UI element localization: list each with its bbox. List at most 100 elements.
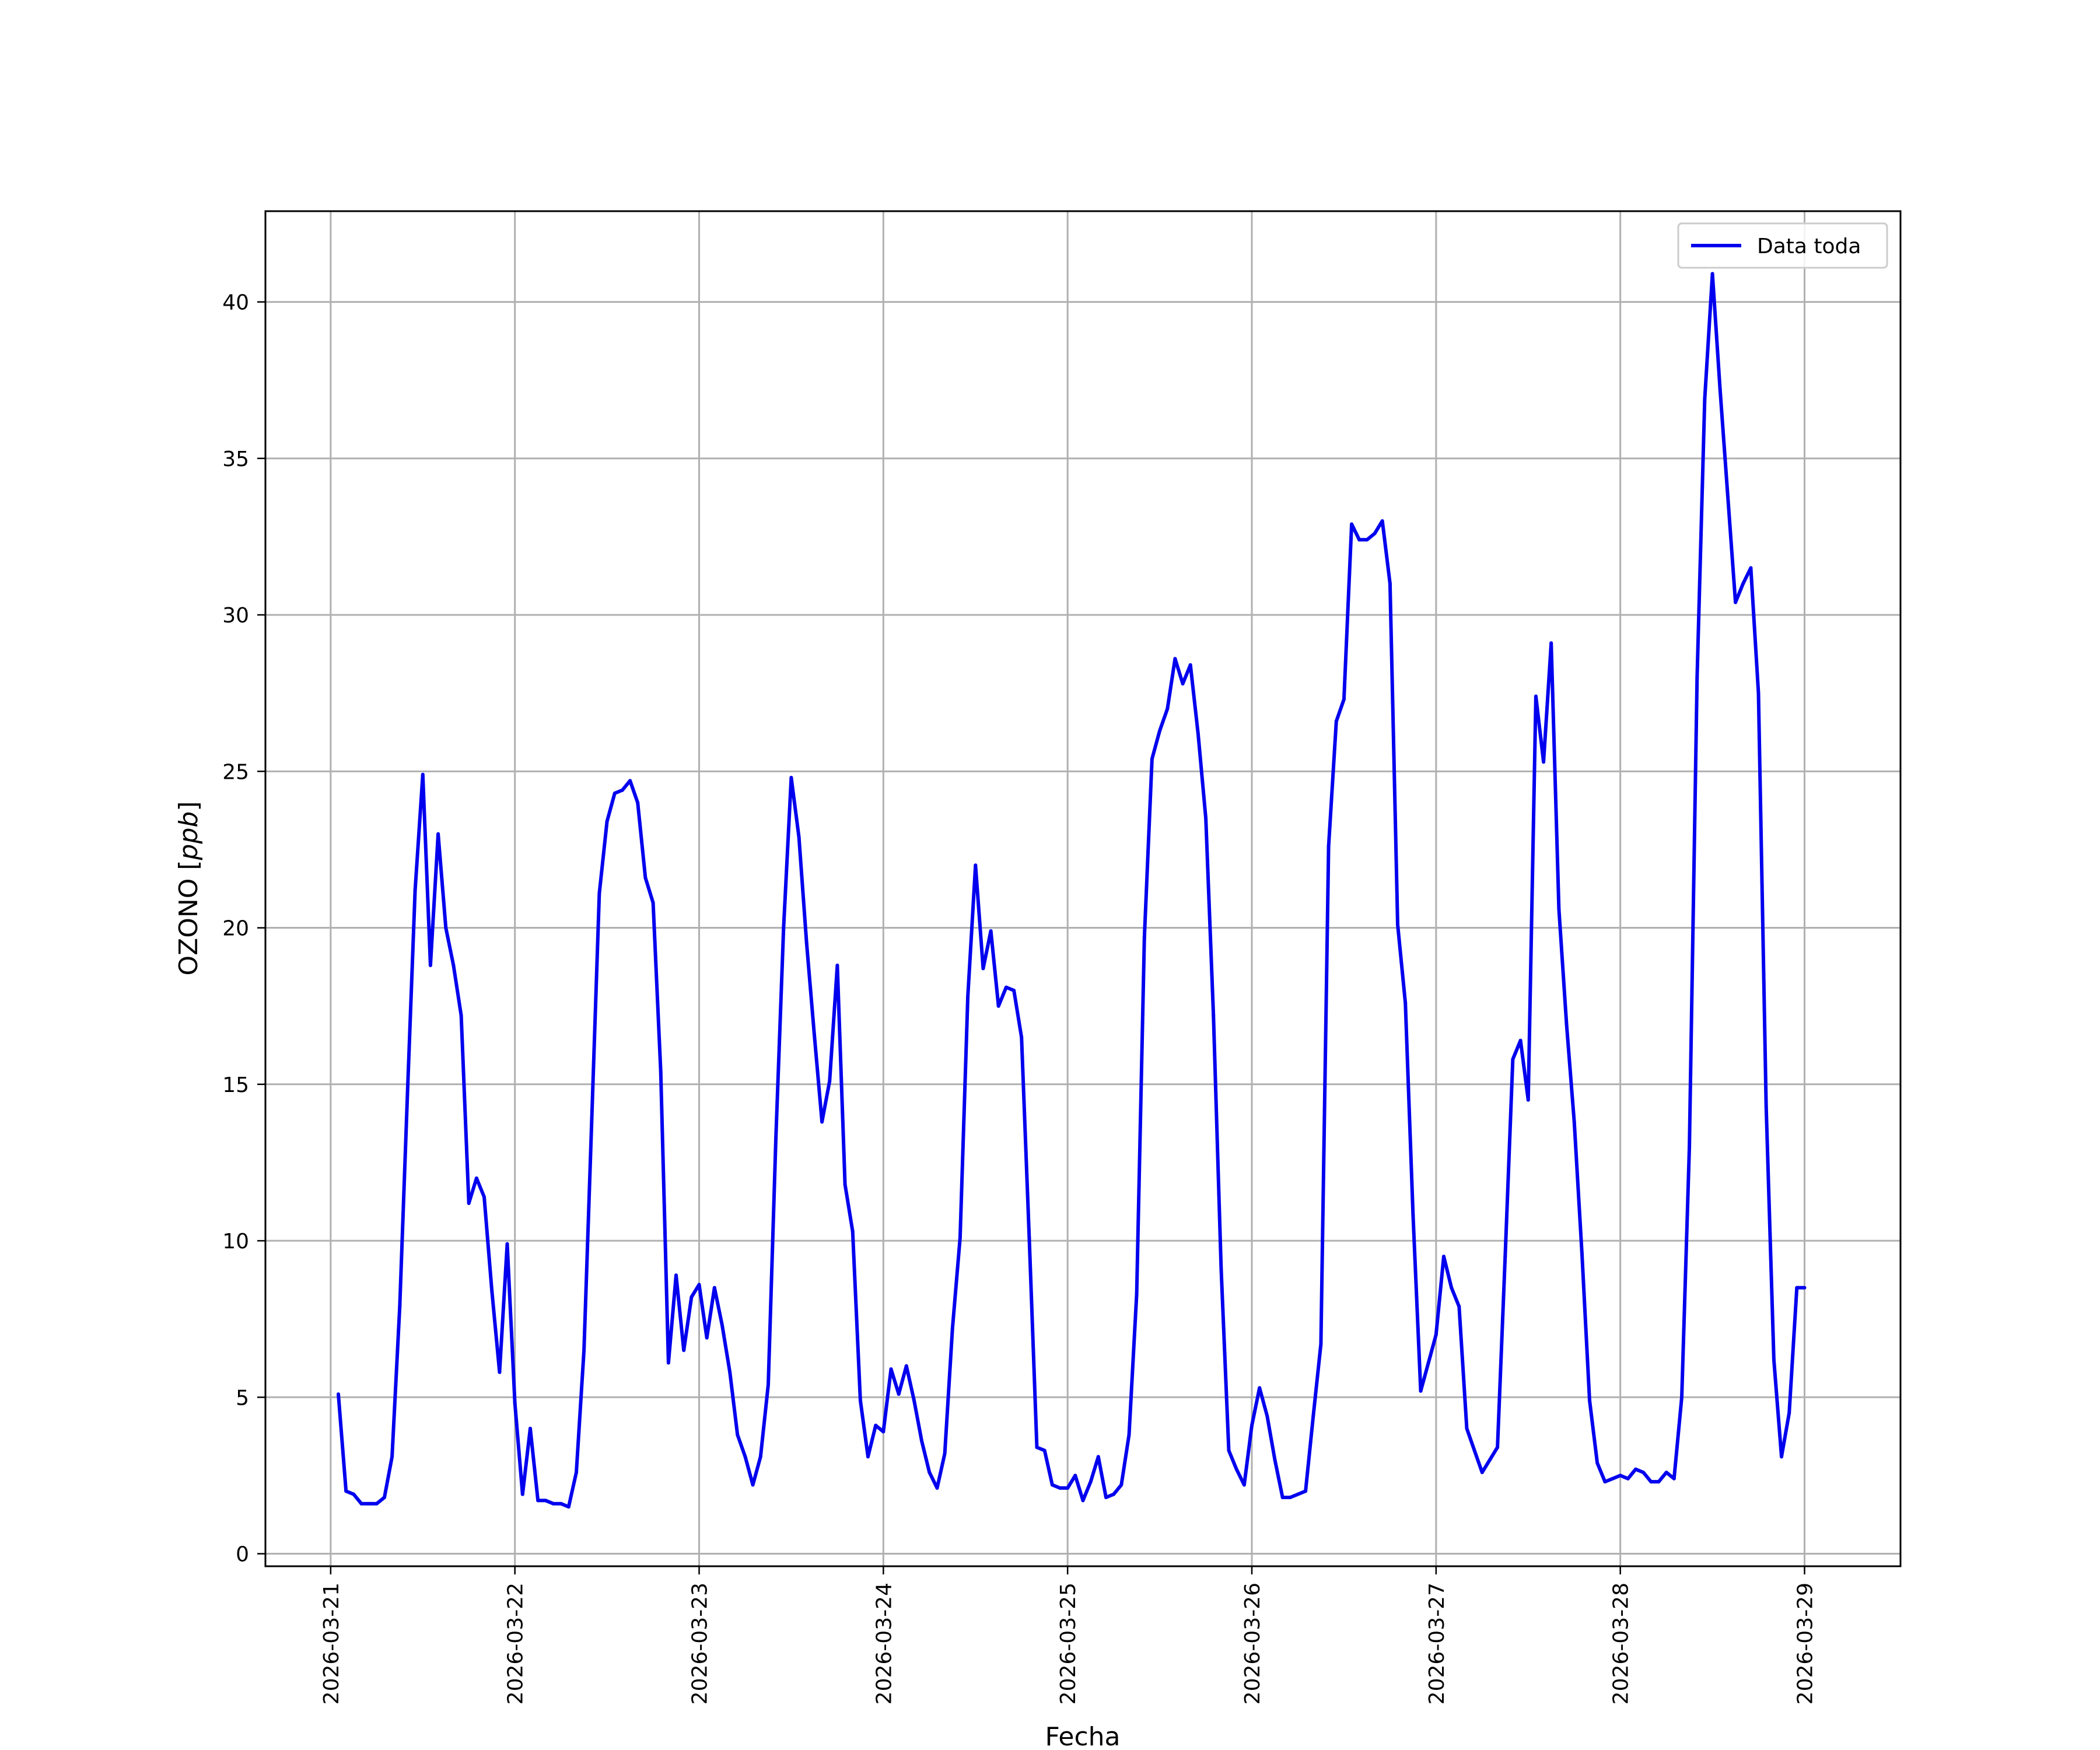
data-point (751, 1483, 755, 1487)
data-point (1365, 538, 1369, 542)
data-point (1549, 641, 1553, 645)
data-point (697, 1283, 701, 1287)
data-point (1373, 531, 1377, 536)
x-tick-label: 2026-03-26 (1241, 1583, 1265, 1704)
data-point (1027, 1236, 1031, 1240)
x-tick-label: 2026-03-28 (1609, 1583, 1633, 1704)
data-point (974, 863, 978, 867)
data-point (1664, 1471, 1668, 1475)
data-point (666, 1361, 670, 1365)
data-point (743, 1455, 747, 1459)
data-point (920, 1439, 924, 1443)
data-point (774, 1136, 778, 1139)
data-point (1219, 1267, 1223, 1271)
data-point (904, 1364, 908, 1368)
data-point (575, 1471, 578, 1475)
data-point (620, 788, 624, 792)
data-point (1150, 757, 1154, 761)
data-point (605, 820, 609, 824)
data-point (935, 1486, 939, 1490)
data-point (1680, 1395, 1684, 1399)
data-point (912, 1398, 916, 1402)
data-point (1695, 676, 1699, 680)
data-point (1058, 1486, 1062, 1490)
data-point (1611, 1476, 1615, 1480)
x-tick-label: 2026-03-21 (320, 1583, 344, 1704)
data-point (1304, 1489, 1308, 1493)
x-axis-label: Fecha (1045, 1722, 1120, 1750)
data-point (590, 1120, 594, 1124)
legend-box (1677, 222, 1888, 269)
data-point (436, 832, 440, 836)
data-point (383, 1496, 386, 1499)
data-point (1688, 1145, 1692, 1149)
data-point (1326, 845, 1331, 849)
data-point (828, 1079, 832, 1083)
data-point (1749, 566, 1753, 570)
data-point (1726, 494, 1730, 498)
data-point (943, 1451, 947, 1455)
data-point (1196, 732, 1200, 736)
data-point (551, 1502, 555, 1506)
data-point (1672, 1476, 1676, 1480)
data-point (1334, 719, 1338, 723)
data-point (467, 1201, 471, 1205)
data-point (981, 967, 985, 971)
data-point (659, 1070, 663, 1074)
data-point (421, 772, 425, 776)
data-point (628, 779, 632, 783)
data-point (958, 1236, 962, 1240)
data-point (835, 963, 839, 967)
data-point (1542, 760, 1546, 764)
data-point (651, 901, 655, 905)
data-point (1718, 387, 1722, 391)
data-point (1081, 1499, 1085, 1503)
data-point (858, 1398, 862, 1402)
x-axis-ticks: 2026-03-21 2026-03-22 2026-03-23 2026-03-24… (320, 1566, 1818, 1704)
x-tick-label: 2026-03-25 (1056, 1583, 1080, 1704)
data-point (897, 1392, 901, 1396)
data-point (413, 888, 417, 892)
data-point (843, 1182, 847, 1186)
data-point (452, 963, 456, 967)
y-tick-label: 0 (236, 1543, 249, 1567)
data-point (405, 1091, 410, 1096)
data-point (1426, 1361, 1430, 1365)
data-point (674, 1273, 678, 1278)
data-point (459, 1013, 463, 1017)
data-point (881, 1430, 886, 1434)
data-point (1642, 1471, 1646, 1475)
data-point (1572, 1120, 1576, 1124)
data-point (1350, 522, 1354, 526)
data-point (1741, 582, 1745, 586)
data-point (1158, 729, 1162, 733)
data-point (1618, 1474, 1622, 1478)
series-line-data-toda (337, 272, 1805, 1509)
data-point (728, 1370, 732, 1374)
data-point (1035, 1446, 1039, 1450)
data-point (720, 1323, 724, 1327)
data-point (1634, 1467, 1637, 1471)
data-point (1142, 935, 1146, 939)
data-point (1434, 1333, 1438, 1336)
data-point (559, 1502, 563, 1506)
data-point (789, 776, 793, 779)
data-point (1580, 1251, 1584, 1255)
data-point (566, 1505, 570, 1509)
data-point (1703, 397, 1707, 401)
data-point (1657, 1480, 1661, 1484)
data-point (1588, 1398, 1591, 1402)
data-point (1626, 1476, 1630, 1480)
data-point (1564, 1023, 1569, 1027)
data-point (1419, 1389, 1423, 1393)
data-point (498, 1370, 502, 1374)
data-point (736, 1433, 740, 1437)
data-point (1135, 1292, 1139, 1296)
data-point (766, 1382, 770, 1387)
data-point (1511, 1057, 1515, 1061)
data-point (536, 1499, 540, 1503)
data-point (820, 1120, 824, 1124)
plot-area (265, 211, 1901, 1566)
data-point (1042, 1448, 1046, 1452)
data-point (1258, 1386, 1262, 1390)
